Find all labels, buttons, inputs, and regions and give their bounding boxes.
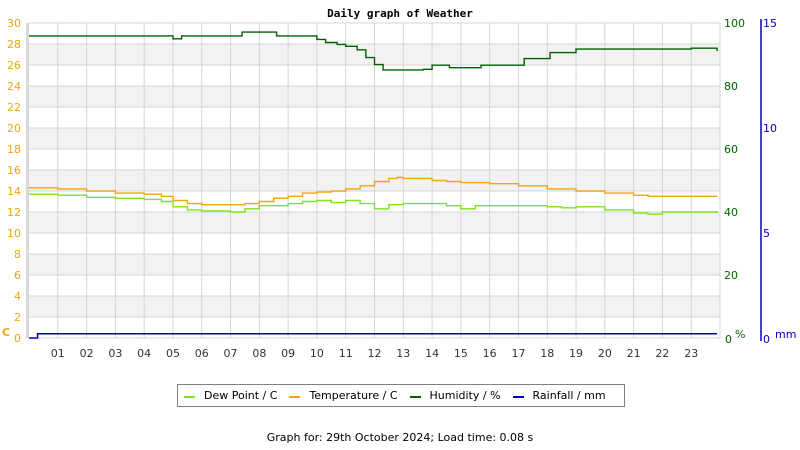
svg-text:17: 17 xyxy=(511,347,525,360)
svg-text:%: % xyxy=(735,328,745,341)
svg-text:09: 09 xyxy=(281,347,295,360)
svg-text:19: 19 xyxy=(569,347,583,360)
svg-text:0: 0 xyxy=(763,333,770,346)
legend-label: Temperature / C xyxy=(309,389,398,402)
svg-text:14: 14 xyxy=(7,185,21,198)
svg-text:23: 23 xyxy=(684,347,698,360)
graph-footer: Graph for: 29th October 2024; Load time:… xyxy=(266,431,534,444)
svg-text:05: 05 xyxy=(166,347,180,360)
svg-text:15: 15 xyxy=(454,347,468,360)
svg-text:20: 20 xyxy=(724,269,738,282)
svg-text:4: 4 xyxy=(14,290,21,303)
svg-text:80: 80 xyxy=(724,80,738,93)
svg-text:20: 20 xyxy=(598,347,612,360)
svg-text:60: 60 xyxy=(724,143,738,156)
svg-text:C: C xyxy=(2,326,10,339)
plot-background xyxy=(26,23,720,338)
svg-text:01: 01 xyxy=(51,347,65,360)
legend-label: Rainfall / mm xyxy=(532,389,606,402)
svg-text:0: 0 xyxy=(725,333,732,346)
svg-text:08: 08 xyxy=(252,347,266,360)
right-axis-humidity: 0 20 40 60 80 100% xyxy=(724,17,745,346)
svg-text:07: 07 xyxy=(224,347,238,360)
svg-text:0: 0 xyxy=(14,332,21,345)
svg-text:18: 18 xyxy=(540,347,554,360)
rainfall-swatch-icon xyxy=(512,395,524,398)
svg-text:26: 26 xyxy=(7,59,21,72)
svg-text:13: 13 xyxy=(396,347,410,360)
svg-text:12: 12 xyxy=(368,347,382,360)
legend-item-rainfall: Rainfall / mm xyxy=(512,389,606,402)
right-axis-rainfall: 0 5 10 15 mm xyxy=(760,17,796,346)
legend-item-temperature: Temperature / C xyxy=(289,389,398,402)
svg-text:22: 22 xyxy=(655,347,669,360)
svg-text:11: 11 xyxy=(339,347,353,360)
svg-text:28: 28 xyxy=(7,38,21,51)
svg-text:16: 16 xyxy=(7,164,21,177)
svg-text:16: 16 xyxy=(483,347,497,360)
svg-text:5: 5 xyxy=(763,227,770,240)
x-axis-hours: 01 02 03 04 05 06 07 08 09 10 11 12 13 14 15 16 17 18 19 20… xyxy=(51,347,698,360)
svg-text:10: 10 xyxy=(310,347,324,360)
legend-item-dew-point: Dew Point / C xyxy=(184,389,277,402)
svg-text:10: 10 xyxy=(763,122,777,135)
svg-text:mm: mm xyxy=(775,328,796,341)
svg-text:04: 04 xyxy=(137,347,151,360)
svg-text:15: 15 xyxy=(763,17,777,30)
svg-text:21: 21 xyxy=(627,347,641,360)
svg-text:30: 30 xyxy=(7,17,21,30)
temperature-line xyxy=(29,176,718,206)
rainfall-line xyxy=(29,333,718,339)
data-series xyxy=(29,31,718,339)
svg-text:8: 8 xyxy=(14,248,21,261)
legend-label: Humidity / % xyxy=(429,389,501,402)
gridlines xyxy=(29,22,721,339)
svg-text:12: 12 xyxy=(7,206,21,219)
humidity-swatch-icon xyxy=(409,395,421,398)
chart-title: Daily graph of Weather xyxy=(327,7,473,20)
svg-text:22: 22 xyxy=(7,101,21,114)
svg-text:20: 20 xyxy=(7,122,21,135)
dew-point-line xyxy=(29,193,718,215)
svg-text:14: 14 xyxy=(425,347,439,360)
dew-point-swatch-icon xyxy=(184,395,195,398)
chart-legend: Dew Point / C Temperature / C Humidity /… xyxy=(177,384,625,407)
svg-text:24: 24 xyxy=(7,80,21,93)
legend-label: Dew Point / C xyxy=(204,389,278,402)
legend-item-humidity: Humidity / % xyxy=(409,389,501,402)
svg-text:6: 6 xyxy=(14,269,21,282)
humidity-line xyxy=(29,31,718,71)
svg-text:02: 02 xyxy=(80,347,94,360)
svg-text:40: 40 xyxy=(724,206,738,219)
svg-text:06: 06 xyxy=(195,347,209,360)
svg-text:10: 10 xyxy=(7,227,21,240)
temperature-swatch-icon xyxy=(289,395,301,398)
svg-text:03: 03 xyxy=(108,347,122,360)
svg-text:18: 18 xyxy=(7,143,21,156)
svg-text:2: 2 xyxy=(14,311,21,324)
svg-text:100: 100 xyxy=(724,17,745,30)
weather-chart: Daily graph of Weather 02468101214161820… xyxy=(2,7,796,360)
